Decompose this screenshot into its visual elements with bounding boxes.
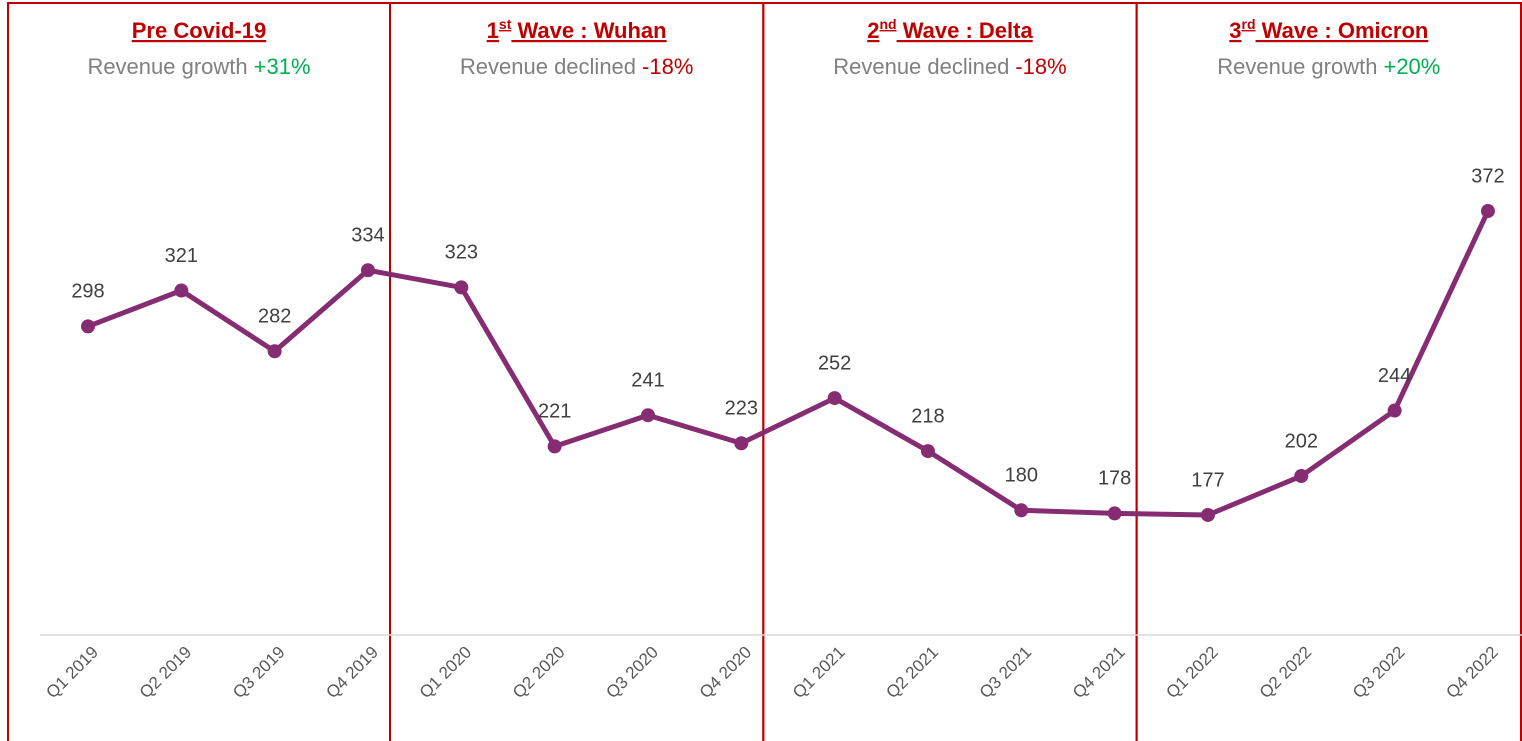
section-border: [7, 2, 391, 741]
section-title-part: 3: [1229, 18, 1241, 43]
section-border: [388, 2, 765, 741]
point: [267, 344, 282, 359]
data-label: 252: [818, 352, 851, 374]
point: [1014, 503, 1029, 518]
data-label: 177: [1191, 469, 1224, 491]
section-subtitle: Revenue growth +20%: [1217, 54, 1440, 79]
section-title-part: rd: [1242, 16, 1256, 32]
point: [454, 280, 469, 295]
data-label: 244: [1378, 365, 1411, 387]
x-tick-label: Q1 2022: [1162, 643, 1222, 703]
point: [1200, 507, 1215, 522]
x-tick-label: Q4 2019: [322, 643, 382, 703]
data-label: 221: [538, 401, 571, 423]
section-title: 2nd Wave : Delta: [867, 16, 1033, 43]
x-tick-label: Q1 2019: [42, 643, 102, 703]
data-label: 223: [725, 398, 758, 420]
point: [640, 408, 655, 423]
point: [360, 263, 375, 278]
point: [174, 283, 189, 298]
section-title-part: Pre Covid-19: [132, 18, 267, 43]
point: [547, 439, 562, 454]
section-title-part: st: [499, 16, 512, 32]
x-tick-label: Q1 2020: [416, 643, 476, 703]
x-tick-label: Q3 2020: [602, 643, 662, 703]
data-label: 202: [1285, 430, 1318, 452]
section-title-part: Wave : Omicron: [1256, 18, 1429, 43]
section-title-part: nd: [879, 16, 896, 32]
data-label: 180: [1005, 465, 1038, 487]
data-label: 178: [1098, 468, 1131, 490]
x-tick-label: Q2 2019: [136, 643, 196, 703]
point: [1387, 403, 1402, 418]
line: [87, 209, 1491, 518]
data-label: 372: [1471, 165, 1504, 187]
data-label: 334: [351, 225, 384, 247]
section-subtitle: Revenue declined -18%: [833, 54, 1067, 79]
subtitle-change: -18%: [642, 54, 693, 79]
x-tick-label: Q4 2020: [696, 643, 756, 703]
section-subtitle: Revenue declined -18%: [460, 54, 694, 79]
point: [734, 436, 749, 451]
x-tick-label: Q2 2022: [1256, 643, 1316, 703]
data-label: 282: [258, 306, 291, 328]
point: [1480, 204, 1495, 219]
section-title: Pre Covid-19: [132, 18, 267, 43]
x-tick-label: Q3 2019: [229, 643, 289, 703]
x-tick-label: Q3 2021: [976, 643, 1036, 703]
x-tick-label: Q3 2022: [1349, 643, 1409, 703]
subtitle-change: -18%: [1015, 54, 1066, 79]
point: [1294, 469, 1309, 484]
section-title: 3rd Wave : Omicron: [1229, 16, 1428, 43]
subtitle-change: +31%: [254, 54, 311, 79]
x-tick-label: Q2 2021: [882, 643, 942, 703]
point: [1107, 506, 1122, 521]
point: [827, 391, 842, 406]
x-tick-label: Q4 2021: [1069, 643, 1129, 703]
x-tick-label: Q2 2020: [509, 643, 569, 703]
subtitle-label: Revenue declined: [460, 54, 636, 79]
data-label: 323: [445, 242, 478, 264]
section-title: 1st Wave : Wuhan: [487, 16, 667, 43]
x-tick-label: Q4 2022: [1442, 643, 1502, 703]
data-label: 298: [71, 281, 104, 303]
subtitle-label: Revenue declined: [833, 54, 1009, 79]
section-subtitle: Revenue growth +31%: [87, 54, 310, 79]
section-title-part: 2: [867, 18, 879, 43]
data-label: 321: [165, 245, 198, 267]
data-label: 241: [631, 369, 664, 391]
section-border: [1135, 2, 1522, 741]
subtitle-label: Revenue growth: [1217, 54, 1377, 79]
subtitle-label: Revenue growth: [87, 54, 247, 79]
section-title-part: Wave : Delta: [897, 18, 1034, 43]
subtitle-change: +20%: [1383, 54, 1440, 79]
point: [920, 444, 935, 459]
section-title-part: 1: [487, 18, 499, 43]
data-label: 218: [911, 405, 944, 427]
x-tick-label: Q1 2021: [789, 643, 849, 703]
point: [81, 319, 95, 334]
section-title-part: Wave : Wuhan: [511, 18, 666, 43]
